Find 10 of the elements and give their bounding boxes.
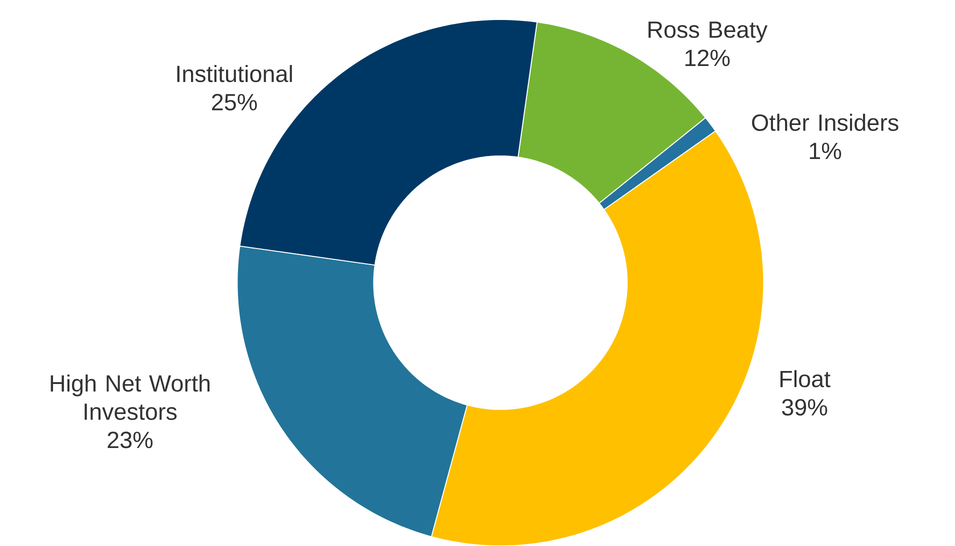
slice-label: High Net Worth Investors [50, 374, 210, 420]
data-label: 39% [782, 398, 828, 416]
slice-label: Ross Beaty [648, 21, 768, 42]
slice-label: Institutional [177, 64, 292, 82]
slice-label: Other Insiders [752, 114, 898, 131]
data-label: 23% [108, 431, 153, 448]
data-label: 25% [212, 94, 257, 110]
slice-label: Float [780, 370, 830, 388]
data-label: 12% [685, 49, 730, 66]
data-label: 1% [810, 142, 842, 159]
